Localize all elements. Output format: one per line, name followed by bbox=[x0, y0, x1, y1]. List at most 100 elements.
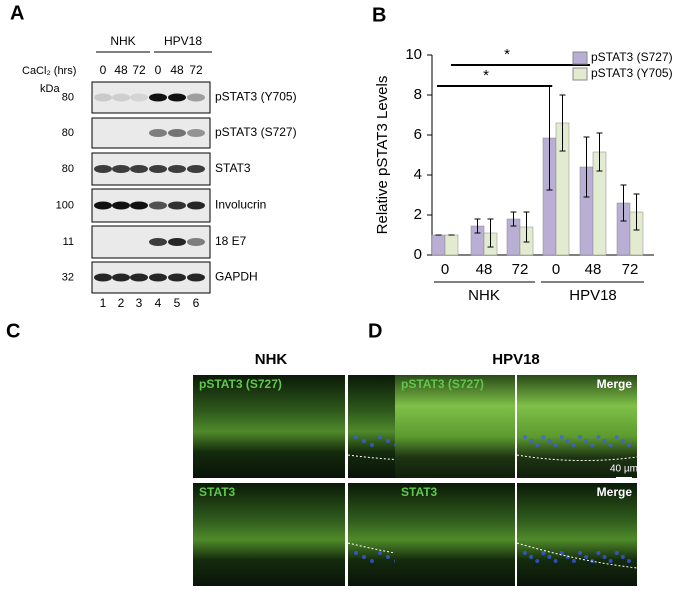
error-bar bbox=[510, 211, 517, 227]
timepoint: 0 bbox=[100, 63, 107, 77]
band bbox=[187, 129, 205, 137]
nucleus bbox=[596, 551, 601, 555]
nucleus bbox=[602, 439, 607, 443]
error-bar bbox=[474, 218, 481, 234]
x-tick-label: 48 bbox=[476, 261, 493, 278]
legend-swatch bbox=[572, 51, 588, 65]
blot-label: STAT3 bbox=[215, 161, 251, 175]
nucleus bbox=[627, 443, 631, 447]
nucleus bbox=[529, 555, 534, 559]
blot-label: pSTAT3 (Y705) bbox=[215, 90, 297, 104]
nucleus bbox=[584, 439, 589, 443]
band bbox=[130, 165, 148, 173]
micrograph bbox=[193, 483, 345, 586]
panel-title: HPV18 bbox=[492, 351, 540, 368]
nucleus bbox=[523, 435, 527, 439]
bar bbox=[431, 234, 446, 256]
kda: 11 bbox=[63, 236, 74, 248]
x-tick-label: 0 bbox=[552, 261, 560, 278]
lane-number: 5 bbox=[174, 296, 181, 310]
nucleus bbox=[596, 435, 601, 439]
y-tick-label: 8 bbox=[414, 86, 422, 103]
nucleus bbox=[378, 551, 382, 555]
legend-label: pSTAT3 (S727) bbox=[591, 50, 673, 64]
band bbox=[187, 273, 205, 282]
band bbox=[187, 201, 205, 210]
nucleus bbox=[370, 559, 374, 563]
band bbox=[149, 238, 167, 246]
nucleus bbox=[535, 559, 540, 563]
band bbox=[168, 129, 186, 137]
error-bar bbox=[620, 184, 627, 222]
band bbox=[187, 165, 205, 173]
band bbox=[149, 273, 167, 282]
nucleus bbox=[565, 555, 570, 559]
kda-label: kDa bbox=[40, 83, 60, 95]
x-tick-label: 48 bbox=[585, 261, 602, 278]
legend-swatch bbox=[572, 67, 588, 81]
error-bar bbox=[633, 193, 640, 231]
significance-label: * bbox=[504, 46, 510, 63]
timepoint: 72 bbox=[189, 63, 203, 77]
nucleus bbox=[608, 559, 613, 563]
band bbox=[187, 238, 205, 246]
error-bar bbox=[487, 218, 494, 248]
nucleus bbox=[553, 443, 558, 447]
nucleus bbox=[354, 551, 358, 555]
y-tick-label: 0 bbox=[414, 246, 422, 263]
band bbox=[149, 129, 167, 137]
band bbox=[149, 201, 167, 210]
lane-number: 3 bbox=[136, 296, 143, 310]
nucleus bbox=[386, 439, 390, 443]
x-tick-label: 72 bbox=[512, 261, 529, 278]
timepoint: 48 bbox=[170, 63, 184, 77]
error-bar bbox=[583, 136, 590, 198]
blot-label: Involucrin bbox=[215, 198, 266, 212]
band bbox=[187, 93, 205, 102]
blot-label: 18 E7 bbox=[215, 234, 247, 248]
group-label: NHK bbox=[110, 34, 135, 48]
band bbox=[112, 201, 130, 210]
nucleus bbox=[541, 551, 546, 555]
micrograph bbox=[517, 483, 637, 586]
band bbox=[130, 93, 148, 102]
timepoint: 72 bbox=[132, 63, 146, 77]
band bbox=[168, 93, 186, 102]
band bbox=[112, 273, 130, 282]
kda: 80 bbox=[62, 91, 74, 103]
image-label: Merge bbox=[597, 485, 633, 499]
cacl2-label: CaCl₂ (hrs) bbox=[22, 65, 76, 77]
blot-label: GAPDH bbox=[215, 270, 258, 284]
band bbox=[94, 273, 112, 282]
nucleus bbox=[386, 555, 390, 559]
band bbox=[94, 165, 112, 173]
panel-label: C bbox=[6, 320, 20, 342]
basement-line bbox=[516, 542, 638, 569]
image-label: Merge bbox=[597, 377, 633, 391]
micrograph bbox=[395, 483, 515, 586]
nucleus bbox=[535, 443, 540, 447]
lane-number: 4 bbox=[155, 296, 162, 310]
nucleus bbox=[362, 439, 366, 443]
y-tick-label: 2 bbox=[414, 206, 422, 223]
nucleus bbox=[614, 435, 619, 439]
band bbox=[168, 201, 186, 210]
nucleus bbox=[627, 559, 631, 563]
band bbox=[130, 273, 148, 282]
nucleus bbox=[620, 439, 625, 443]
nucleus bbox=[571, 559, 576, 563]
kda: 80 bbox=[62, 163, 74, 175]
significance-label: * bbox=[483, 67, 489, 84]
nucleus bbox=[370, 443, 374, 447]
nucleus bbox=[547, 439, 552, 443]
timepoint: 0 bbox=[155, 63, 162, 77]
nucleus bbox=[354, 435, 358, 439]
image-label: pSTAT3 (S727) bbox=[199, 377, 282, 391]
kda: 80 bbox=[62, 127, 74, 139]
band bbox=[168, 165, 186, 173]
nucleus bbox=[602, 555, 607, 559]
kda: 100 bbox=[56, 199, 74, 211]
nucleus bbox=[584, 555, 589, 559]
group-label: HPV18 bbox=[164, 34, 202, 48]
image-label: pSTAT3 (S727) bbox=[401, 377, 484, 391]
